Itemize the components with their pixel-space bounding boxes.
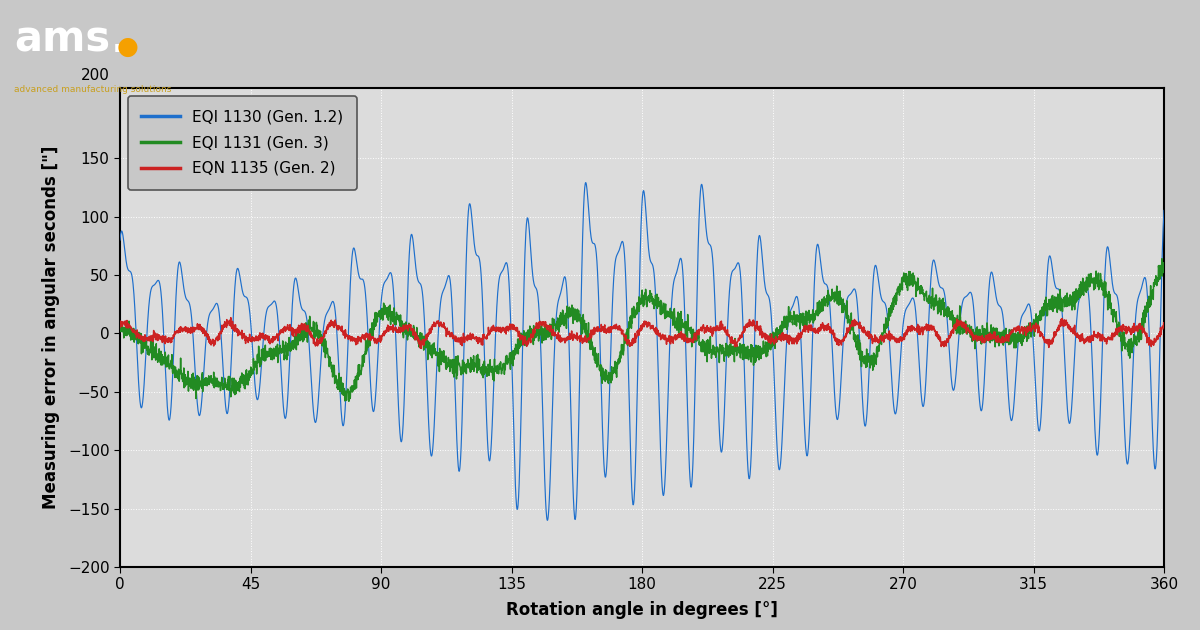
Legend: EQI 1130 (Gen. 1.2), EQI 1131 (Gen. 3), EQN 1135 (Gen. 2): EQI 1130 (Gen. 1.2), EQI 1131 (Gen. 3), … — [127, 96, 356, 190]
Text: ●: ● — [116, 35, 138, 59]
Text: 200: 200 — [82, 67, 110, 83]
Text: ams: ams — [14, 19, 110, 61]
X-axis label: Rotation angle in degrees [°]: Rotation angle in degrees [°] — [506, 601, 778, 619]
Y-axis label: Measuring error in angular seconds ["]: Measuring error in angular seconds ["] — [42, 146, 60, 509]
Text: .: . — [110, 19, 126, 61]
Text: advanced manufacturing solutions: advanced manufacturing solutions — [14, 85, 172, 94]
